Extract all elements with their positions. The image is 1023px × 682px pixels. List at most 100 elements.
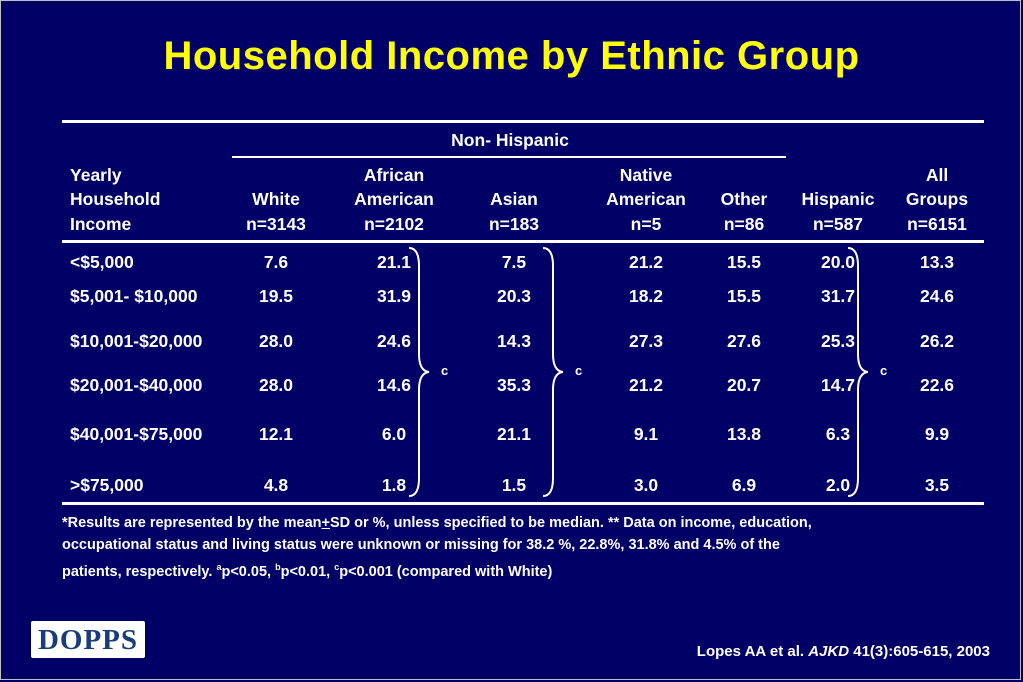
footnote-p-a: p<0.05, (221, 563, 276, 580)
citation: Lopes AA et al. AJKD 41(3):605-615, 2003 (697, 643, 990, 660)
table-cell: 24.6 (376, 331, 412, 351)
table-cell: 28.0 (258, 331, 294, 351)
table-cell: 19.5 (258, 286, 294, 306)
column-header-7-l2: Groups (905, 189, 969, 209)
column-header-6-l2: Hispanic (801, 189, 875, 209)
superscript-c: c (334, 562, 340, 572)
column-header-7-l1: All (925, 165, 949, 185)
footnote-line-1-start: *Results are represented by the mean (62, 515, 322, 531)
table-cell: 6.9 (731, 475, 757, 495)
table-cell: 9.9 (924, 424, 950, 444)
dopps-logo-text: DOPPS (37, 624, 139, 656)
column-header-4-l1: Native (619, 165, 673, 185)
table-cell: 35.3 (496, 375, 532, 395)
table-cell: 9.1 (633, 424, 659, 444)
table-cell: 15.5 (726, 286, 762, 306)
group-header-rule (232, 156, 786, 158)
column-header-5-l2: Other (720, 189, 768, 209)
footnote-p-c: p<0.001 (compared with White) (339, 563, 553, 580)
table-cell: 4.8 (263, 475, 289, 495)
row-label: $20,001-$40,000 (70, 375, 203, 395)
table-cell: 20.3 (496, 286, 532, 306)
table-cell: 13.8 (726, 424, 762, 444)
significance-brace-hispanic (847, 247, 869, 497)
significance-brace-asian (542, 247, 564, 497)
citation-authors: Lopes AA et al. (696, 643, 809, 660)
table-cell: 1.5 (501, 475, 527, 495)
table-cell: 20.0 (820, 252, 856, 272)
table-cell: 21.2 (628, 375, 664, 395)
row-label: $5,001- $10,000 (70, 286, 198, 306)
table-cell: 14.3 (496, 331, 532, 351)
table-cell: 24.6 (919, 286, 955, 306)
column-header-3-n: n=183 (488, 214, 540, 234)
row-label: $10,001-$20,000 (70, 331, 203, 351)
table-cell: 7.5 (501, 252, 527, 272)
slide-title: Household Income by Ethnic Group (163, 34, 860, 78)
table-cell: 20.7 (726, 375, 762, 395)
column-header-4-l2: American (606, 189, 686, 209)
superscript-b: b (275, 562, 281, 572)
column-header-2-n: n=2102 (364, 214, 424, 234)
footnote-line-2: occupational status and living status we… (62, 537, 780, 553)
table-bottom-rule (62, 502, 984, 505)
table-cell: 21.2 (628, 252, 664, 272)
table-cell: 28.0 (258, 375, 294, 395)
footnote: *Results are represented by the mean+SD … (62, 512, 992, 583)
significance-brace-african-american (408, 247, 430, 497)
column-header-2-l1: African (363, 165, 425, 185)
row-label: <$5,000 (70, 252, 134, 272)
column-header-1-l2: White (252, 189, 300, 209)
table-cell: 7.6 (263, 252, 289, 272)
row-label: >$75,000 (70, 475, 144, 495)
group-header-non-hispanic: Non- Hispanic (451, 130, 569, 150)
column-header-2-l2: American (354, 189, 434, 209)
dopps-logo: DOPPS (31, 621, 145, 658)
table-cell: 26.2 (919, 331, 955, 351)
table-cell: 18.2 (628, 286, 664, 306)
column-header-6-n: n=587 (812, 214, 864, 234)
table-cell: 21.1 (376, 252, 412, 272)
table-cell: 1.8 (381, 475, 407, 495)
footnote-line-1: *Results are represented by the mean+SD … (62, 512, 992, 534)
table-cell: 21.1 (496, 424, 532, 444)
footnote-p-b: p<0.01, (280, 563, 335, 580)
table-cell: 13.3 (919, 252, 955, 272)
footnote-line-1-end: SD or %, unless specified to be median. … (329, 515, 812, 531)
table-cell: 3.0 (633, 475, 659, 495)
table-cell: 14.6 (376, 375, 412, 395)
table-cell: 2.0 (825, 475, 851, 495)
plus-minus-sign: + (321, 515, 330, 531)
table-cell: 14.7 (820, 375, 856, 395)
table-cell: 3.5 (924, 475, 950, 495)
table-cell: 31.7 (820, 286, 856, 306)
header-bottom-rule (62, 240, 984, 243)
column-header-4-n: n=5 (630, 214, 662, 234)
table-cell: 22.6 (919, 375, 955, 395)
row-header-line-3: Income (70, 214, 132, 234)
column-header-5-n: n=86 (723, 214, 765, 234)
table-cell: 25.3 (820, 331, 856, 351)
table-top-rule (62, 120, 984, 123)
table-cell: 6.0 (381, 424, 407, 444)
row-header-line-1: Yearly (70, 165, 122, 185)
column-header-3-l2: Asian (490, 189, 538, 209)
significance-mark-hispanic: c (880, 363, 888, 378)
table-cell: 31.9 (376, 286, 412, 306)
row-label: $40,001-$75,000 (70, 424, 203, 444)
footnote-line-3: patients, respectively. ap<0.05, bp<0.01… (62, 556, 992, 583)
table-cell: 27.6 (726, 331, 762, 351)
superscript-a: a (216, 562, 222, 572)
citation-reference: 41(3):605-615, 2003 (849, 643, 990, 660)
significance-mark-african-american: c (441, 363, 449, 378)
table-cell: 27.3 (628, 331, 664, 351)
column-header-1-n: n=3143 (246, 214, 306, 234)
column-header-7-n: n=6151 (907, 214, 967, 234)
citation-journal: AJKD (808, 643, 850, 660)
row-header-line-2: Household (70, 189, 161, 209)
footnote-line-3-start: patients, respectively. (62, 563, 217, 580)
table-cell: 12.1 (258, 424, 294, 444)
table-cell: 15.5 (726, 252, 762, 272)
table-cell: 6.3 (825, 424, 851, 444)
